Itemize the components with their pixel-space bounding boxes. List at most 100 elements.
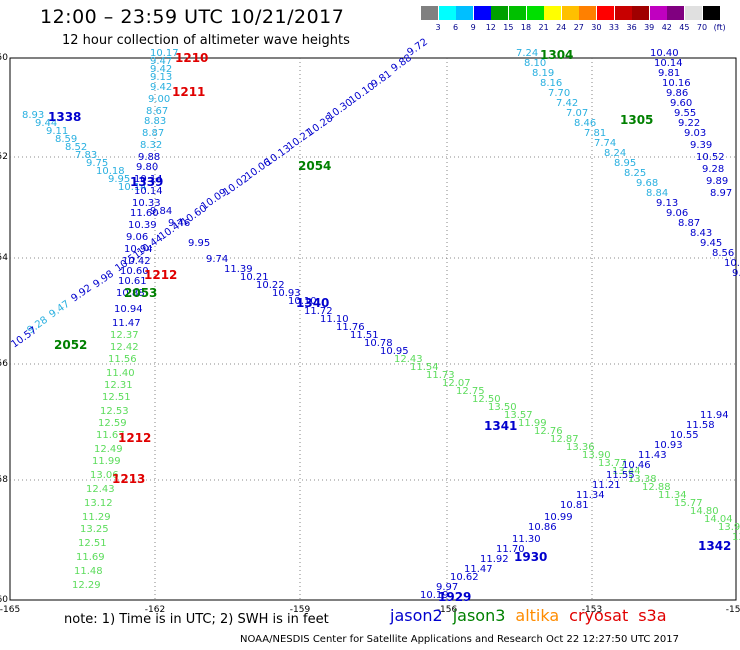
wave-height-value: 7.81 — [584, 128, 606, 139]
wave-height-value: 8.10 — [524, 58, 546, 69]
y-tick-label: -50 — [0, 53, 8, 63]
wave-height-value: 10.22 — [256, 280, 285, 291]
wave-height-value: 11.70 — [496, 544, 525, 555]
wave-height-value: 10.14 — [118, 182, 147, 193]
wave-height-value: 13.57 — [504, 410, 533, 421]
wave-height-value: 9.95 — [188, 238, 210, 249]
legend-altika: altika — [515, 606, 560, 625]
colorbar-swatch — [632, 6, 650, 20]
wave-height-value: 9.13 — [656, 198, 678, 209]
wave-height-value: 12.75 — [456, 386, 485, 397]
wave-height-value: 7.24 — [516, 48, 538, 59]
wave-height-value: 11.92 — [480, 554, 509, 565]
satellite-legend: jason2 jason3 altika cryosat s3a — [390, 606, 677, 625]
colorbar-label: 12 — [485, 23, 496, 32]
wave-height-value: 9.39 — [690, 140, 712, 151]
legend-jason3: jason3 — [452, 606, 506, 625]
y-tick-label: -60 — [0, 595, 8, 605]
wave-height-value: 9.68 — [636, 178, 658, 189]
wave-height-value: 13.44 — [612, 466, 641, 477]
wave-height-value: 8.32 — [140, 140, 162, 151]
colorbar-label: 27 — [573, 23, 584, 32]
colorbar-swatch — [544, 6, 562, 20]
wave-height-value: 12.51 — [102, 392, 131, 403]
wave-height-value: 11.56 — [108, 354, 137, 365]
wave-height-value: 13.08 — [732, 532, 740, 543]
legend-jason2: jason2 — [390, 606, 443, 625]
colorbar-swatch — [597, 6, 614, 20]
wave-height-value: 10.78 — [364, 338, 393, 349]
track-time-label: 1212 — [118, 431, 151, 445]
wave-height-value: 8.43 — [690, 228, 712, 239]
wave-height-value: 8.59 — [55, 134, 77, 145]
wave-height-value: 12.59 — [98, 418, 127, 429]
wave-height-value: 11.30 — [512, 534, 541, 545]
wave-height-value: 9.89 — [706, 176, 728, 187]
track-time-label: 1929 — [438, 590, 471, 604]
wave-height-value: 13.90 — [718, 522, 740, 533]
wave-height-value: 7.07 — [566, 108, 588, 119]
wave-height-value: 11.73 — [426, 370, 455, 381]
colorbar-label: 70 — [696, 23, 708, 32]
wave-height-value: 9.92 — [69, 283, 94, 305]
wave-height-value: 8.19 — [532, 68, 554, 79]
track-time-label: 1304 — [540, 48, 573, 62]
wave-height-value: 9.46 — [168, 218, 190, 229]
wave-height-value: 12.50 — [472, 394, 501, 405]
wave-height-value: 10.93 — [272, 288, 301, 299]
track-time-label: 1339 — [130, 175, 163, 189]
wave-height-value: 10.42 — [122, 256, 151, 267]
wave-height-value: 7.42 — [556, 98, 578, 109]
colorbar-swatch — [579, 6, 597, 20]
colorbar-swatch — [421, 6, 438, 20]
colorbar-swatch — [456, 6, 474, 20]
wave-height-value: 10.14 — [654, 58, 683, 69]
wave-height-value: 13.38 — [628, 474, 657, 485]
wave-height-value: 10.16 — [662, 78, 691, 89]
wave-height-value: 9.22 — [678, 118, 700, 129]
wave-height-value: 14.04 — [704, 514, 733, 525]
wave-height-value: 13.36 — [566, 442, 595, 453]
wave-height-value: 8.46 — [574, 118, 596, 129]
colorbar-label: 39 — [644, 23, 655, 32]
wave-height-value: 14.80 — [690, 506, 719, 517]
x-tick-label: -153 — [582, 605, 602, 615]
wave-height-value: 8.84 — [646, 188, 668, 199]
plot-frame — [9, 57, 737, 601]
colorbar-swatch — [509, 6, 526, 20]
wave-height-value: 11.39 — [224, 264, 253, 275]
wave-height-value: 11.47 — [112, 318, 141, 329]
wave-height-value: 10.93 — [654, 440, 683, 451]
wave-height-value: 9.88 — [138, 152, 160, 163]
wave-height-value: 11.55 — [606, 470, 635, 481]
wave-height-value: 11.69 — [76, 552, 105, 563]
wave-height-value: 8.67 — [146, 106, 168, 117]
wave-height-value: 9.97 — [436, 582, 458, 593]
x-tick-label: -156 — [437, 605, 458, 615]
track-time-label: 1930 — [514, 550, 547, 564]
colorbar-label: 36 — [626, 23, 637, 32]
wave-height-value: 9.06 — [126, 232, 148, 243]
wave-height-value: 9.00 — [148, 94, 170, 105]
wave-height-value: 9.95 — [108, 174, 130, 185]
colorbar-swatch — [526, 6, 544, 20]
wave-height-value: 11.40 — [106, 368, 135, 379]
wave-height-value: 9.47 — [47, 299, 72, 321]
wave-height-value: 9.74 — [206, 254, 228, 265]
wave-height-value: 13.90 — [582, 450, 611, 461]
colorbar-swatch — [561, 6, 579, 20]
wave-height-value: 11.99 — [92, 456, 121, 467]
wave-height-value: 10.95 — [380, 346, 409, 357]
wave-height-value: 9.42 — [150, 82, 172, 93]
wave-height-value: 12.29 — [72, 580, 101, 591]
wave-height-value: 9.84 — [150, 206, 172, 217]
wave-height-value: 12.87 — [550, 434, 579, 445]
track-time-label: 2054 — [298, 159, 331, 173]
track-time-label: 1338 — [48, 110, 81, 124]
x-tick-label: -159 — [290, 605, 311, 615]
colorbar-label: 15 — [503, 23, 514, 32]
wave-height-value: 10.99 — [544, 512, 573, 523]
wave-height-value: 10.10 — [288, 296, 317, 307]
colorbar-swatch — [667, 6, 685, 20]
wave-height-value: 9.13 — [150, 72, 172, 83]
